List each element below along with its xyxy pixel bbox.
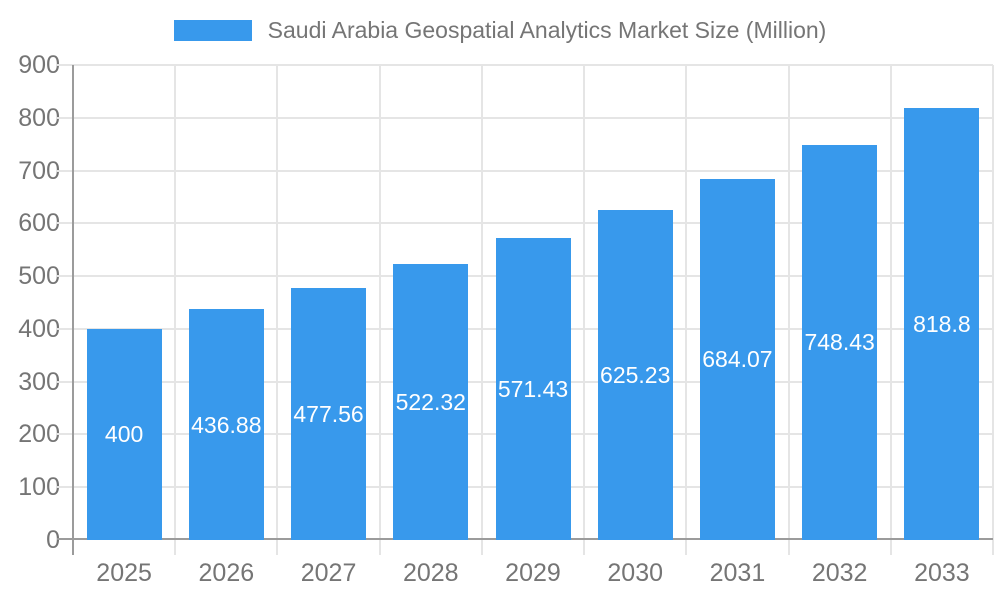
x-gridline-9	[992, 65, 994, 555]
x-gridline-5	[583, 65, 586, 555]
y-gridline-600	[57, 222, 993, 225]
legend[interactable]: Saudi Arabia Geospatial Analytics Market…	[0, 14, 1000, 47]
x-tick-label-2032: 2032	[811, 559, 868, 587]
y-tick-label-200: 200	[18, 420, 60, 449]
bar-value-label-2027: 477.56	[293, 400, 364, 427]
y-axis-line	[72, 65, 74, 555]
y-tick-label-900: 900	[18, 51, 60, 79]
x-gridline-1	[174, 65, 177, 555]
bar-value-label-2025: 400	[104, 421, 144, 448]
y-tick-label-100: 100	[18, 473, 60, 502]
bar-value-label-2031: 684.07	[702, 346, 773, 373]
plot-area: 400 436.88 477.56 522.32 571.43 625.23 684.07 7…	[57, 64, 994, 555]
bar-2033[interactable]: 818.8	[904, 107, 980, 540]
bar-2026[interactable]: 436.88	[188, 309, 264, 540]
x-gridline-3	[378, 65, 381, 555]
legend-swatch[interactable]	[173, 20, 252, 41]
x-gridline-8	[889, 65, 892, 555]
x-gridline-7	[787, 65, 790, 555]
y-tick-label-500: 500	[18, 262, 60, 291]
bar-value-label-2033: 818.8	[913, 310, 971, 337]
bar-value-label-2026: 436.88	[191, 411, 262, 438]
x-tick-label-2026: 2026	[198, 559, 255, 587]
x-gridline-2	[276, 65, 279, 555]
bar-2031[interactable]: 684.07	[699, 178, 775, 540]
y-tick-label-600: 600	[18, 209, 60, 238]
x-tick-label-2027: 2027	[300, 559, 357, 587]
x-tick-label-2029: 2029	[505, 559, 561, 587]
bar-value-label-2028: 522.32	[395, 389, 466, 416]
y-gridline-700	[57, 169, 993, 172]
bar-2027[interactable]: 477.56	[291, 287, 367, 540]
y-tick-label-400: 400	[18, 314, 60, 343]
y-gridline-900	[57, 64, 993, 66]
y-tick-label-0: 0	[46, 526, 60, 554]
bar-2032[interactable]: 748.43	[802, 144, 878, 540]
bar-value-label-2030: 625.23	[600, 362, 671, 388]
x-tick-label-2025: 2025	[96, 559, 152, 587]
bar-2028[interactable]: 522.32	[393, 264, 469, 540]
x-gridline-6	[685, 65, 688, 555]
bar-2030[interactable]: 625.23	[597, 210, 673, 540]
bar-2025[interactable]: 400	[86, 328, 162, 540]
y-gridline-800	[57, 116, 993, 119]
x-tick-label-2030: 2030	[607, 559, 664, 587]
x-tick-label-2031: 2031	[709, 559, 766, 587]
x-tick-label-2028: 2028	[402, 559, 459, 587]
x-tick-label-2033: 2033	[914, 559, 970, 587]
bar-value-label-2032: 748.43	[804, 329, 875, 356]
bar-value-label-2029: 571.43	[497, 376, 569, 403]
y-tick-label-700: 700	[18, 156, 60, 185]
y-axis-labels: 0 100 200 300 400 500 600 700 800 900	[0, 51, 60, 554]
y-tick-label-300: 300	[18, 367, 60, 396]
y-tick-label-800: 800	[18, 103, 60, 132]
x-gridline-4	[480, 65, 483, 555]
legend-label: Saudi Arabia Geospatial Analytics Market…	[267, 17, 827, 43]
x-axis-labels: 2025 2026 2027 2028 2029 2030 2031 2032 2033	[73, 540, 993, 590]
bar-2029[interactable]: 571.43	[495, 238, 571, 540]
